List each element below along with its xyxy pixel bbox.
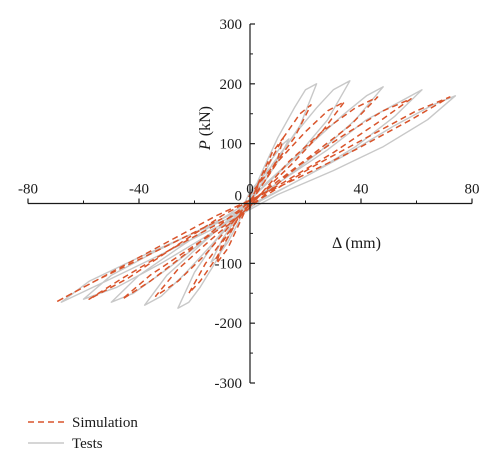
legend-label-simulation: Simulation [72, 415, 138, 431]
legend-label-tests: Tests [72, 436, 103, 452]
x-tick-label: 40 [354, 182, 369, 198]
plot-curves [55, 80, 457, 309]
series-simulation-line [55, 96, 451, 303]
y-axis-title: P (kN) [197, 106, 214, 151]
x-axis-title: Δ (mm) [332, 235, 381, 252]
x-tick-label: -80 [18, 182, 38, 198]
y-tick-label: -100 [215, 256, 243, 272]
y-tick-label: -200 [215, 316, 243, 332]
axes [27, 23, 473, 384]
y-tick-label: 300 [220, 17, 243, 33]
tick-labels: -80 -40 0 40 80 -300 -200 -100 100 200 300 0 [18, 17, 480, 392]
series-tests-line [60, 80, 457, 309]
x-tick-label: 0 [246, 182, 254, 198]
y-tick-label-zero: 0 [235, 189, 243, 205]
y-tick-label: 100 [220, 137, 243, 153]
x-tick-label: -40 [129, 182, 149, 198]
x-tick-label: 80 [465, 182, 480, 198]
y-tick-label: -300 [215, 376, 243, 392]
y-tick-label: 200 [220, 77, 243, 93]
legend: Simulation Tests [28, 415, 138, 452]
